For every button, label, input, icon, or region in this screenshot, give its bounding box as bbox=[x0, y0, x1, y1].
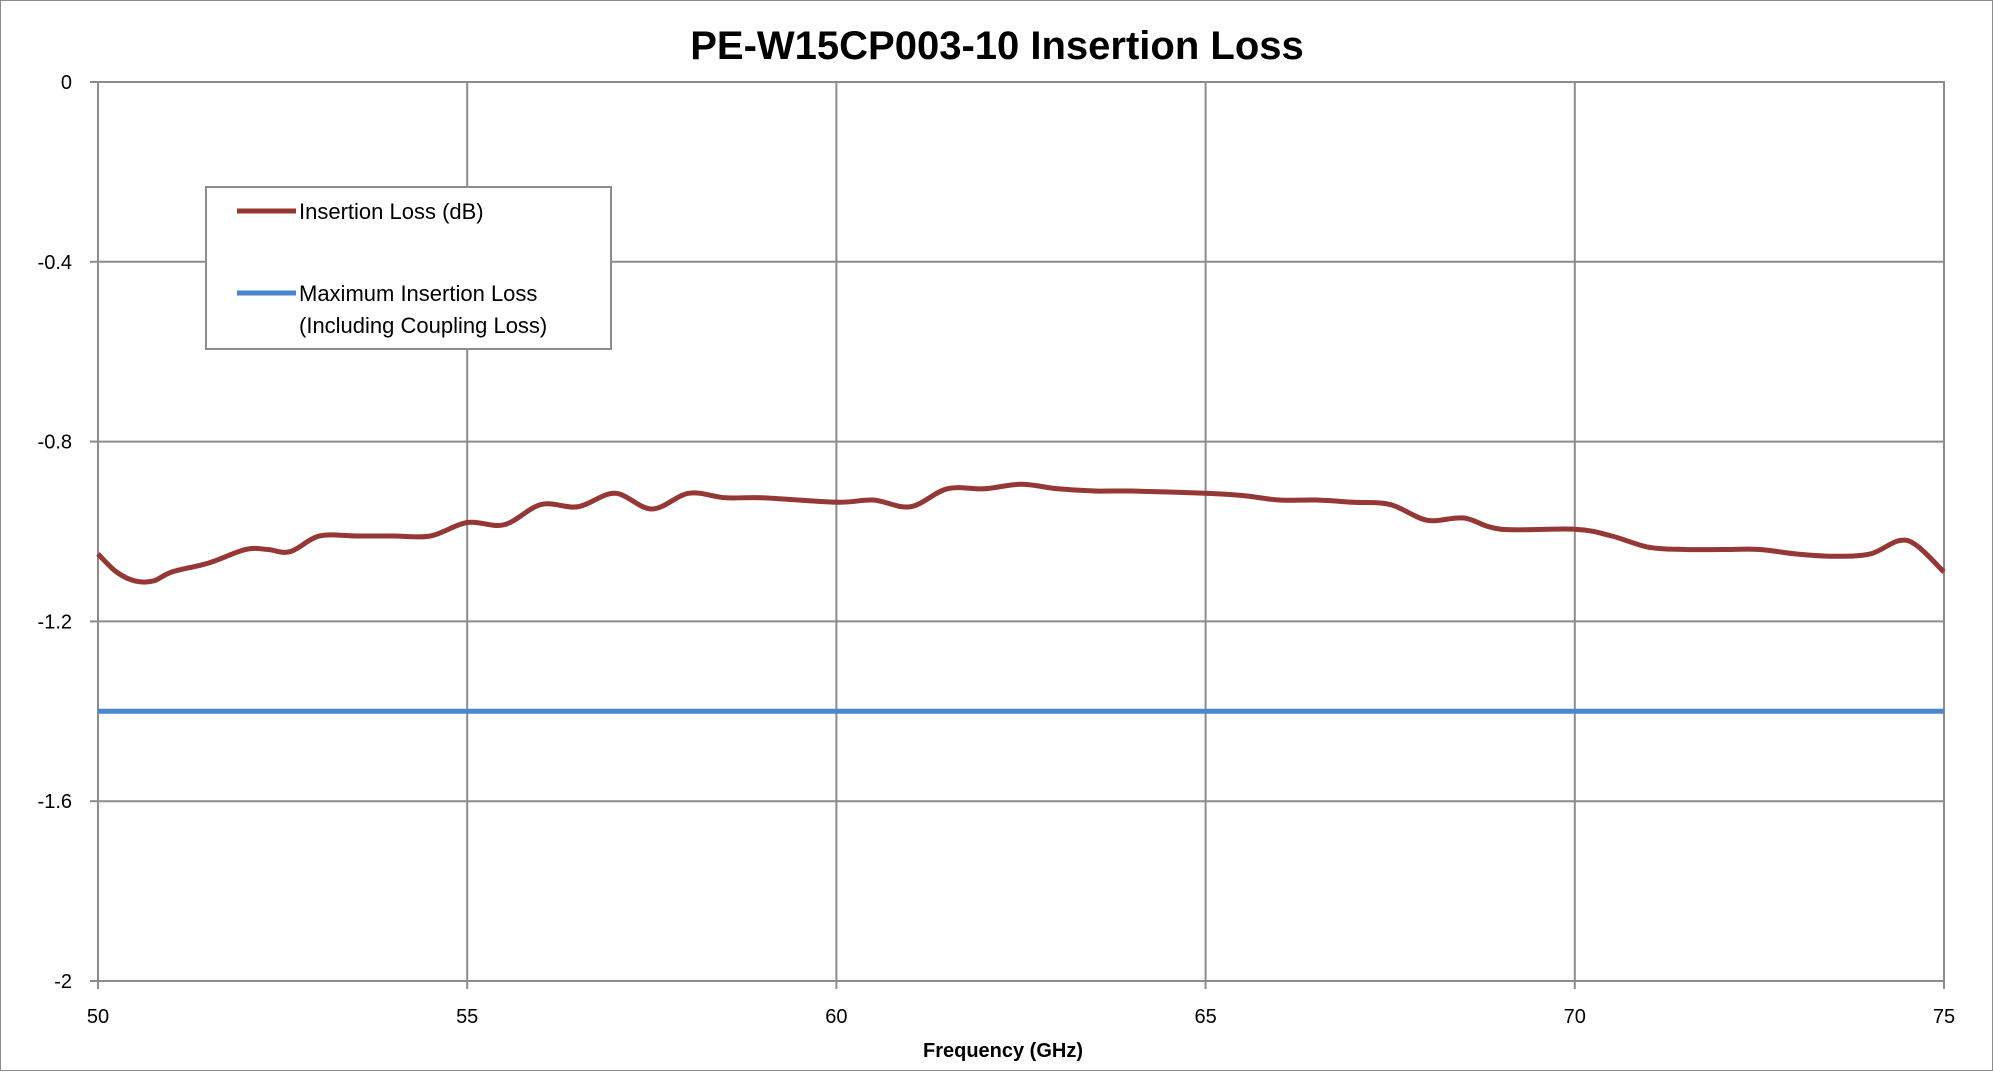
series-group bbox=[96, 481, 1946, 714]
x-tick-label-1: 55 bbox=[456, 1006, 478, 1028]
series-line-insertion-loss bbox=[96, 481, 1946, 585]
y-tick-label-3: -1.2 bbox=[38, 611, 72, 633]
x-tick-label-0: 50 bbox=[87, 1006, 109, 1028]
y-axis-ticks: 0 -0.4 -0.8 -1.2 -1.6 -2 bbox=[38, 72, 98, 993]
x-tick-label-4: 70 bbox=[1564, 1006, 1586, 1028]
x-tick-label-2: 60 bbox=[825, 1006, 847, 1028]
x-tick-label-5: 75 bbox=[1933, 1006, 1955, 1028]
y-tick-label-0: 0 bbox=[61, 72, 72, 94]
legend: Insertion Loss (dB) Maximum Insertion Lo… bbox=[205, 186, 612, 350]
y-tick-label-4: -1.6 bbox=[38, 791, 72, 813]
y-tick-label-1: -0.4 bbox=[38, 252, 72, 274]
legend-label-max-insertion-loss-line2: (Including Coupling Loss) bbox=[299, 313, 547, 338]
x-axis-ticks: 50 55 60 65 70 75 bbox=[87, 981, 1955, 1028]
legend-label-insertion-loss: Insertion Loss (dB) bbox=[299, 199, 484, 224]
plot-area-border bbox=[97, 81, 1945, 982]
chart-title: PE-W15CP003-10 Insertion Loss bbox=[690, 24, 1304, 68]
legend-box bbox=[205, 186, 612, 350]
x-tick-label-3: 65 bbox=[1194, 1006, 1216, 1028]
x-axis-title: Frequency (GHz) bbox=[923, 1040, 1083, 1062]
legend-label-max-insertion-loss: Maximum Insertion Loss bbox=[299, 281, 537, 306]
y-tick-label-5: -2 bbox=[54, 971, 72, 993]
y-tick-label-2: -0.8 bbox=[38, 432, 72, 454]
